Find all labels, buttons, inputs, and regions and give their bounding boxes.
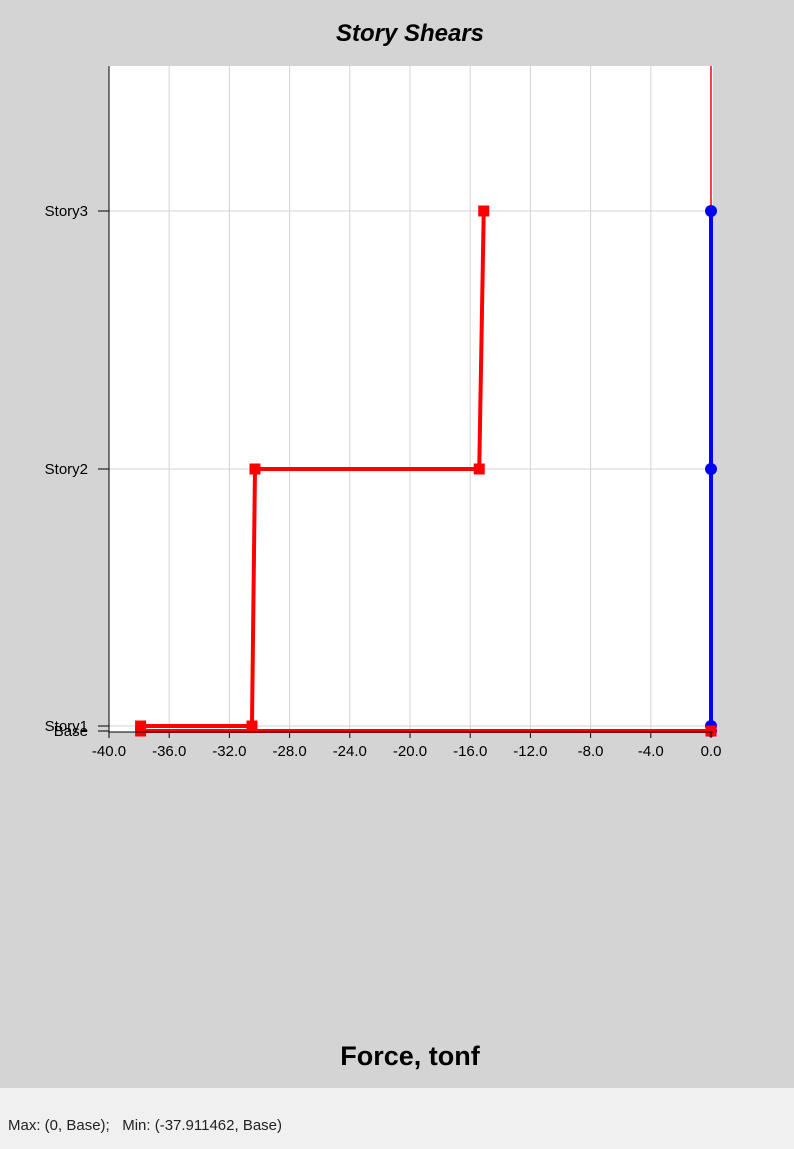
x-tick-label: -20.0 — [393, 743, 427, 760]
data-point-square — [246, 720, 258, 732]
x-tick-label: -8.0 — [578, 743, 604, 760]
x-tick-label: -16.0 — [453, 743, 487, 760]
x-tick-label: -32.0 — [212, 743, 246, 760]
x-tick-label: -24.0 — [333, 743, 367, 760]
status-bar: Max: (0, Base); Min: (-37.911462, Base) — [0, 1088, 794, 1149]
story-shears-chart-panel: Story Shears -40.0 -36.0 -32.0 -28.0 -24.0 -2… — [0, 0, 794, 1088]
x-tick-label: -12.0 — [513, 743, 547, 760]
max-min-readout: Max: (0, Base); Min: (-37.911462, Base) — [8, 1117, 283, 1134]
data-point-square — [478, 205, 490, 217]
data-point-square — [249, 463, 261, 475]
axes — [98, 66, 713, 738]
x-tick-label: 0.0 — [701, 743, 722, 760]
x-tick-label: -28.0 — [272, 743, 306, 760]
x-axis-label: Force, tonf — [340, 1041, 481, 1071]
data-point-circle — [705, 463, 717, 475]
x-tick-label: -36.0 — [152, 743, 186, 760]
data-point-square — [135, 720, 147, 732]
data-point-square — [473, 463, 485, 475]
y-tick-label-story2: Story2 — [45, 461, 88, 478]
story-shears-chart: Story Shears -40.0 -36.0 -32.0 -28.0 -24.0 -2… — [45, 20, 722, 1071]
x-tick-label: -40.0 — [92, 743, 126, 760]
y-tick-label-base: Base — [54, 723, 88, 740]
x-tick-label: -4.0 — [638, 743, 664, 760]
data-point-circle — [705, 205, 717, 217]
series-lines — [135, 66, 717, 737]
plot-area — [109, 66, 713, 732]
y-tick-label-story3: Story3 — [45, 203, 88, 220]
tick-labels: -40.0 -36.0 -32.0 -28.0 -24.0 -20.0 -16.0 -12.0… — [45, 203, 722, 760]
data-point-square — [705, 725, 717, 737]
chart-title: Story Shears — [336, 20, 484, 47]
y-tick-label-story1: Story1 — [45, 718, 88, 735]
